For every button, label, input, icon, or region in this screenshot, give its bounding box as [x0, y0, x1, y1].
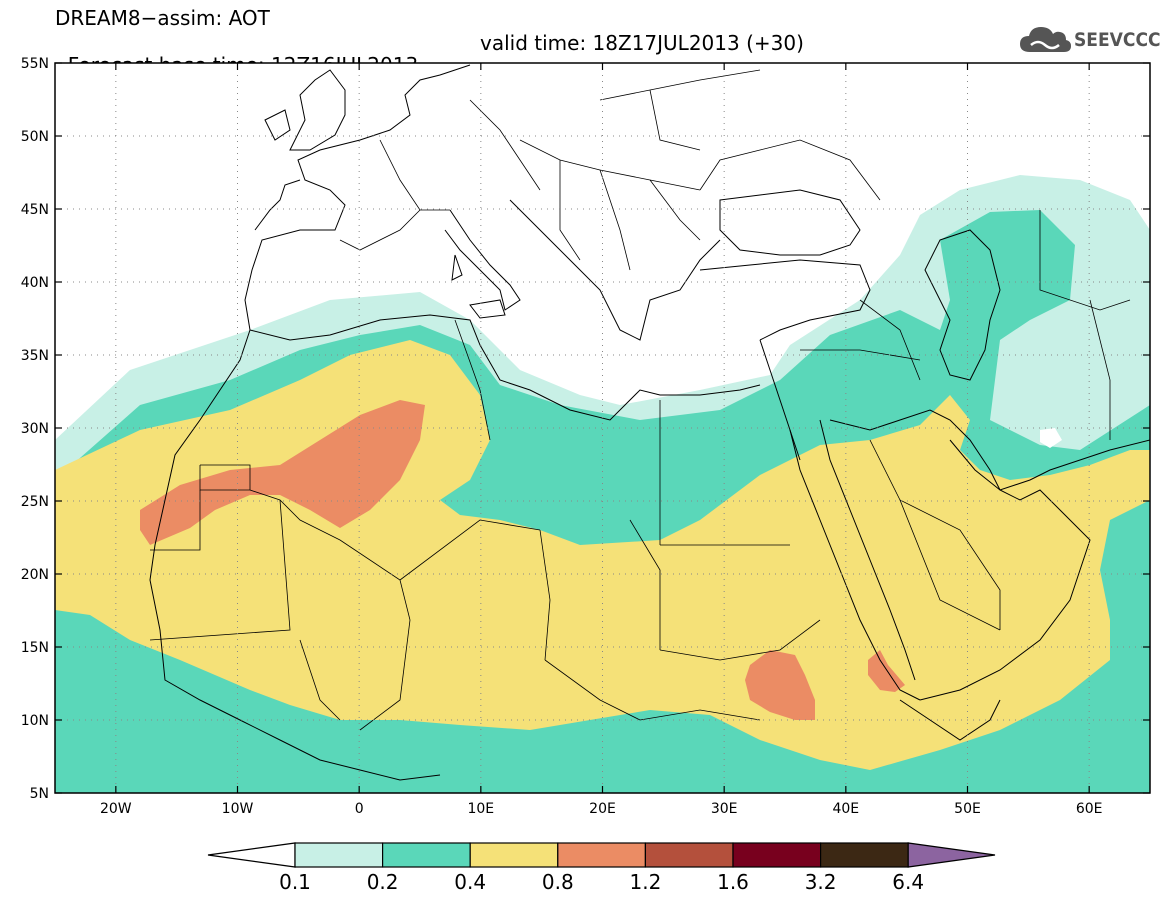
longitude-labels: 20W 10W 0 10E 20E 30E 40E 50E 60E	[100, 801, 1103, 817]
colorbar-swatch	[557, 842, 646, 868]
lon-tick-label: 10W	[222, 801, 254, 817]
colorbar-label: 6.4	[892, 870, 924, 894]
colorbar-under-arrow	[207, 842, 296, 868]
map-title: DREAM8−assim: AOT	[55, 6, 270, 30]
colorbar-label: 1.6	[717, 870, 749, 894]
seevccc-logo: SEEVCCC	[1018, 22, 1161, 58]
lon-tick-label: 20E	[589, 801, 616, 817]
lat-tick-label: 50N	[21, 129, 49, 145]
latitude-labels: 5N 10N 15N 20N 25N 30N 35N 40N 45N 50N 55N	[21, 56, 49, 802]
colorbar-label: 0.2	[367, 870, 399, 894]
colorbar-label: 0.4	[454, 870, 486, 894]
lon-tick-label: 60E	[1076, 801, 1103, 817]
lat-tick-label: 10N	[21, 713, 49, 729]
colorbar-label: 3.2	[805, 870, 837, 894]
colorbar-swatch	[382, 842, 471, 868]
lat-tick-label: 45N	[21, 202, 49, 218]
colorbar-label: 1.2	[629, 870, 661, 894]
lon-tick-label: 50E	[954, 801, 981, 817]
colorbar-over-arrow	[907, 842, 996, 868]
coastlines	[149, 64, 1150, 781]
lat-tick-label: 40N	[21, 275, 49, 291]
lon-tick-label: 10E	[467, 801, 494, 817]
country-borders	[149, 69, 1131, 731]
logo-text: SEEVCCC	[1074, 29, 1161, 51]
axis-ticks	[55, 62, 1150, 794]
lat-tick-label: 20N	[21, 567, 49, 583]
lon-tick-label: 30E	[711, 801, 738, 817]
colorbar-swatch	[294, 842, 384, 868]
aot-band-0.8	[140, 400, 905, 720]
aot-gap	[1040, 428, 1062, 448]
colorbar-swatch	[819, 842, 909, 868]
cloud-icon	[1020, 27, 1071, 52]
lat-tick-label: 30N	[21, 421, 49, 437]
colorbar-label: 0.8	[542, 870, 574, 894]
map-area	[55, 63, 1150, 793]
lat-tick-label: 25N	[21, 494, 49, 510]
lat-tick-label: 5N	[30, 786, 49, 802]
lat-tick-label: 55N	[21, 56, 49, 72]
colorbar-swatch	[644, 842, 734, 868]
colorbar-swatch	[732, 842, 822, 868]
lat-tick-label: 15N	[21, 640, 49, 656]
valid-time: valid time: 18Z17JUL2013 (+30)	[480, 31, 804, 55]
lon-tick-label: 40E	[832, 801, 859, 817]
graticule	[55, 63, 1150, 793]
lon-tick-label: 20W	[100, 801, 132, 817]
lon-tick-label: 0	[355, 801, 364, 817]
lat-tick-label: 35N	[21, 348, 49, 364]
colorbar-swatch	[469, 842, 559, 868]
colorbar-label: 0.1	[279, 870, 311, 894]
colorbar	[207, 842, 996, 868]
colorbar-labels: 0.1 0.2 0.4 0.8 1.2 1.6 3.2 6.4	[279, 870, 924, 894]
